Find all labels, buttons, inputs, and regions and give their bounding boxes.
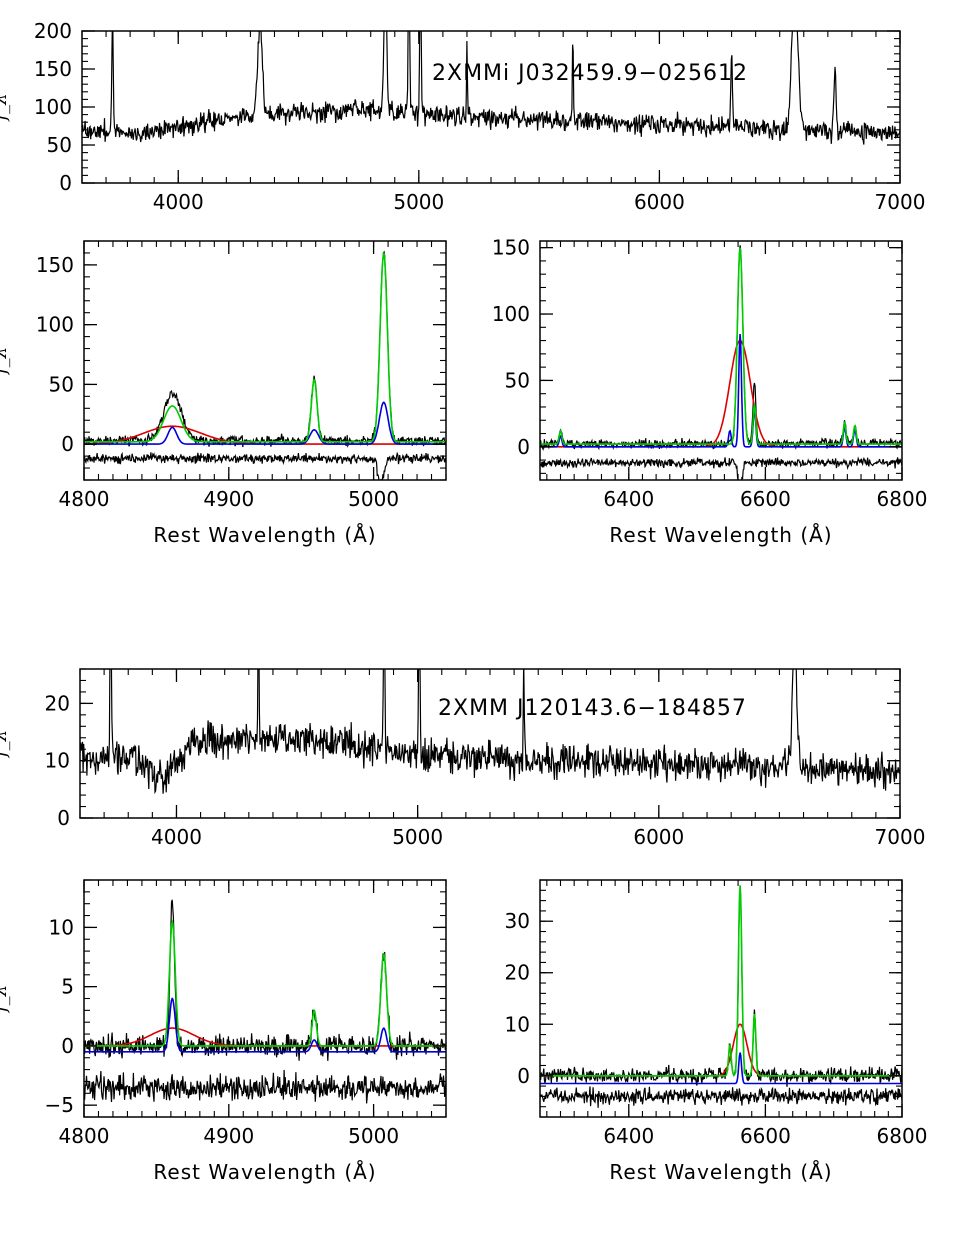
y-tick-label: 150 <box>34 57 72 81</box>
x-tick-label: 7000 <box>875 825 926 849</box>
plot-area <box>84 899 446 1104</box>
series-data <box>84 899 446 1061</box>
y-tick-label: 5 <box>61 975 74 999</box>
x-tick-label: 4900 <box>203 1124 254 1148</box>
panel-p5: 4800 4900 5000 −5 0 5 10 Rest Wavelength (Å) f_λ <box>0 879 447 1184</box>
plot-area <box>540 245 902 480</box>
plot-area <box>540 885 902 1108</box>
y-tick-label: −5 <box>45 1093 74 1117</box>
panel-p1: 4000 5000 6000 7000 0 50 100 150 200 2XMMi J03245… <box>0 19 926 214</box>
plot-area <box>84 250 446 480</box>
plot-area <box>82 31 900 145</box>
series-total <box>84 918 446 1047</box>
y-tick-label: 100 <box>34 95 72 119</box>
series-residual <box>84 451 446 480</box>
plot-area <box>80 669 900 795</box>
chart-title: 2XMM J120143.6−184857 <box>438 696 747 721</box>
x-tick-label: 4000 <box>151 825 202 849</box>
series-narrow <box>540 1052 902 1085</box>
series-data <box>540 888 902 1087</box>
y-tick-label: 50 <box>505 368 530 392</box>
panel-p2: 4800 4900 5000 0 50 100 150 Rest Wavelength (Å)… <box>0 240 447 547</box>
y-tick-label: 10 <box>45 749 70 773</box>
y-tick-label: 20 <box>45 691 70 715</box>
axes-frame <box>539 879 903 1118</box>
x-tick-label: 6400 <box>603 1124 654 1148</box>
x-axis-label: Rest Wavelength (Å) <box>609 1160 832 1184</box>
y-tick-label: 10 <box>49 915 74 939</box>
panel-p3: 6400 6600 6800 0 50 100 150 Rest Wavelength (Å) <box>492 236 928 547</box>
x-tick-label: 6000 <box>634 190 685 214</box>
y-axis-label: f_λ <box>0 985 11 1014</box>
panel-p4: 4000 5000 6000 7000 0 10 20 2XMM J120143.6−1848… <box>0 668 926 849</box>
y-tick-label: 100 <box>492 302 530 326</box>
series-residual <box>84 1069 446 1104</box>
x-axis-label: Rest Wavelength (Å) <box>153 523 376 547</box>
y-tick-label: 50 <box>47 133 72 157</box>
y-tick-label: 20 <box>505 961 530 985</box>
x-tick-label: 6800 <box>877 487 928 511</box>
panel-p6: 6400 6600 6800 0 10 20 30 Rest Wavelength (Å) <box>505 879 928 1184</box>
x-tick-label: 7000 <box>875 190 926 214</box>
x-tick-label: 5000 <box>392 825 443 849</box>
x-tick-label: 6000 <box>633 825 684 849</box>
series-total <box>84 251 446 443</box>
series-narrow <box>84 401 446 445</box>
y-axis-label: f_λ <box>0 347 11 376</box>
y-tick-label: 100 <box>36 313 74 337</box>
series-narrow <box>84 997 446 1053</box>
x-tick-label: 5000 <box>393 190 444 214</box>
chart-title: 2XMMi J032459.9−025612 <box>432 61 748 86</box>
series-broad <box>540 1023 902 1077</box>
series-residual <box>540 456 902 480</box>
x-tick-label: 4800 <box>59 1124 110 1148</box>
x-axis-label: Rest Wavelength (Å) <box>153 1160 376 1184</box>
y-tick-label: 0 <box>57 806 70 830</box>
x-tick-label: 6800 <box>877 1124 928 1148</box>
y-tick-label: 0 <box>61 432 74 456</box>
y-tick-label: 150 <box>492 236 530 260</box>
series-spectrum <box>82 31 900 145</box>
y-axis-label: f_λ <box>0 730 11 759</box>
y-tick-label: 50 <box>49 372 74 396</box>
y-tick-label: 0 <box>517 1064 530 1088</box>
y-tick-label: 200 <box>34 19 72 43</box>
series-spectrum <box>80 669 900 795</box>
series-broad <box>540 339 902 448</box>
x-tick-label: 6400 <box>603 487 654 511</box>
x-tick-label: 6600 <box>740 487 791 511</box>
series-data <box>540 245 902 452</box>
y-tick-label: 0 <box>517 435 530 459</box>
series-residual <box>540 1086 902 1108</box>
y-tick-label: 10 <box>505 1012 530 1036</box>
x-axis-label: Rest Wavelength (Å) <box>609 523 832 547</box>
axes-frame <box>539 240 903 481</box>
x-tick-label: 4000 <box>153 190 204 214</box>
x-tick-label: 4900 <box>203 487 254 511</box>
x-tick-label: 5000 <box>348 487 399 511</box>
y-tick-label: 0 <box>61 1034 74 1058</box>
y-axis-label: f_λ <box>0 93 11 122</box>
x-tick-label: 4800 <box>59 487 110 511</box>
y-tick-label: 0 <box>59 171 72 195</box>
series-total <box>540 247 902 445</box>
y-tick-label: 30 <box>505 909 530 933</box>
series-total <box>540 885 902 1077</box>
series-narrow <box>540 333 902 448</box>
axes-frame <box>81 30 901 184</box>
y-tick-label: 150 <box>36 253 74 277</box>
x-tick-label: 6600 <box>740 1124 791 1148</box>
x-tick-label: 5000 <box>348 1124 399 1148</box>
